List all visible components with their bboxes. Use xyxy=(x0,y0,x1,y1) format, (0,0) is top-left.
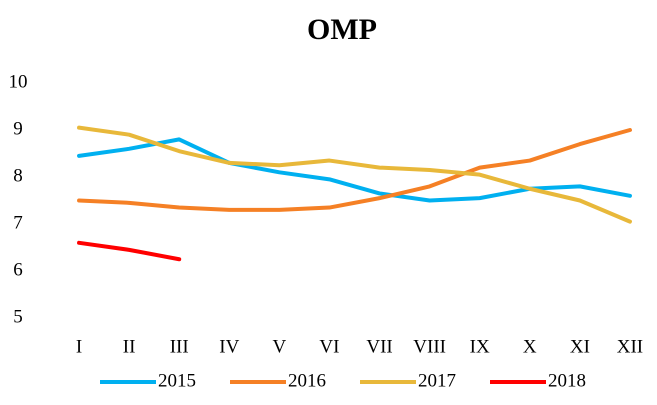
x-tick-label: V xyxy=(273,336,287,357)
x-tick-label: I xyxy=(76,336,82,357)
x-tick-label: II xyxy=(123,336,136,357)
x-tick-label: VII xyxy=(366,336,392,357)
series-line xyxy=(77,240,182,262)
y-tick-label: 7 xyxy=(13,212,23,233)
legend-label: 2018 xyxy=(548,370,586,391)
legend-label: 2015 xyxy=(158,370,196,391)
y-tick-label: 10 xyxy=(9,71,28,92)
legend-label: 2016 xyxy=(288,370,326,391)
series-line xyxy=(77,128,632,212)
x-tick-label: IV xyxy=(219,336,239,357)
x-tick-label: III xyxy=(170,336,189,357)
y-tick-label: 6 xyxy=(13,259,23,280)
y-tick-label: 5 xyxy=(13,306,23,327)
legend-label: 2017 xyxy=(418,370,456,391)
x-tick-label: VIII xyxy=(413,336,446,357)
x-tick-label: XI xyxy=(570,336,590,357)
x-tick-label: VI xyxy=(319,336,339,357)
x-tick-label: XII xyxy=(617,336,643,357)
chart-title: OMP xyxy=(307,13,377,46)
series-line xyxy=(77,125,632,224)
series-line xyxy=(77,137,632,203)
x-tick-label: X xyxy=(523,336,537,357)
y-tick-label: 8 xyxy=(13,165,23,186)
x-tick-label: IX xyxy=(470,336,490,357)
y-tick-label: 9 xyxy=(13,118,23,139)
